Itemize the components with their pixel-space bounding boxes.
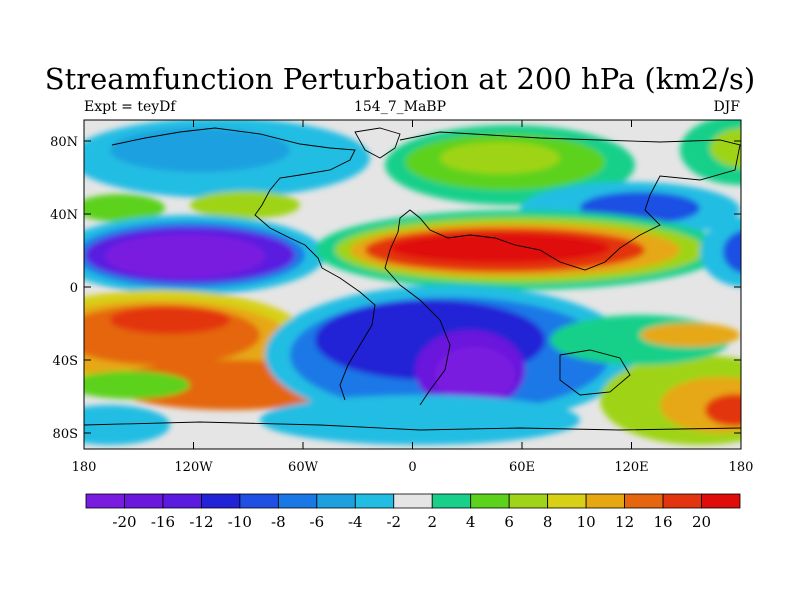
lat-tick-label: 80S (53, 427, 78, 442)
colorbar-swatch (508, 493, 549, 509)
colorbar-swatch (585, 493, 625, 509)
colorbar-label: -4 (348, 513, 363, 531)
colorbar-label: 12 (615, 513, 634, 531)
colorbar-swatch (701, 493, 741, 509)
case-label: 154_7_MaBP (353, 99, 447, 115)
colorbar-swatch (85, 493, 125, 509)
contour-arctic-low-inner (110, 128, 290, 172)
colorbar-swatch (662, 493, 702, 509)
contour-na-high-3 (440, 142, 560, 174)
colorbar-swatch (316, 493, 356, 509)
contour-ea-high-2 (710, 128, 741, 168)
colorbar-swatch (201, 493, 241, 509)
lon-tick-label: 0 (408, 460, 416, 475)
colorbar-swatch (431, 493, 472, 509)
colorbar-swatch (354, 493, 395, 509)
lon-tick-label: 60E (509, 460, 535, 475)
coastline-antarctica (84, 421, 741, 431)
lon-tick-label: 180 (72, 460, 97, 475)
colorbar-swatch (393, 493, 433, 509)
colorbar-label: 2 (427, 513, 437, 531)
colorbar-label: 20 (692, 513, 711, 531)
contour-field (84, 120, 741, 445)
colorbar-swatch (162, 493, 202, 509)
experiment-label: Expt = teyDf (84, 99, 176, 115)
lat-tick-label: 80N (50, 135, 78, 150)
colorbar-swatch (547, 493, 587, 509)
lon-tick-label: 180 (729, 460, 754, 475)
colorbar-label: 6 (504, 513, 514, 531)
colorbar-label: 4 (466, 513, 476, 531)
colorbar-swatch (124, 493, 164, 509)
contour-south-low-1 (84, 405, 170, 445)
coastline-greenland (354, 127, 401, 159)
lon-tick-label: 120E (614, 460, 648, 475)
colorbar-label: -2 (386, 513, 401, 531)
contour-mid-high-1 (84, 194, 165, 222)
coastline-africa (384, 231, 451, 406)
colorbar-label: -6 (310, 513, 325, 531)
coastline-south-america (321, 267, 376, 401)
lon-tick-label: 120W (174, 460, 213, 475)
contour-epl-2 (723, 230, 741, 274)
colorbar-swatch (239, 493, 279, 509)
plot-area (83, 119, 742, 450)
coastlines (84, 127, 741, 431)
lat-tick-label: 40N (50, 208, 78, 223)
colorbar-label: -12 (189, 513, 213, 531)
contour-south-low-2 (260, 395, 580, 445)
contour-soh-3 (705, 394, 741, 426)
contour-sio-orange (640, 323, 740, 347)
lat-tick-label: 0 (70, 281, 78, 296)
lat-tick-label: 40S (53, 354, 78, 369)
contour-mid-high-2 (190, 191, 300, 219)
colorbar-label: 16 (654, 513, 673, 531)
coastline-north-america (111, 127, 356, 269)
colorbar-label: 10 (577, 513, 596, 531)
contour-iol-5 (435, 347, 515, 403)
colorbar-label: -16 (151, 513, 175, 531)
colorbar-label: -20 (112, 513, 136, 531)
season-label: DJF (713, 99, 740, 115)
contour-pnl-4 (105, 234, 265, 278)
lon-tick-label: 60W (288, 460, 319, 475)
contour-epl-1 (700, 217, 741, 287)
chart-title: Streamfunction Perturbation at 200 hPa (… (44, 62, 756, 96)
coastline-eurasia (397, 131, 741, 271)
map-axes: 80N 40N 0 40S 80S 180 120W 60W 0 60E 120E 180 (50, 120, 753, 475)
colorbar-swatch (470, 493, 510, 509)
colorbar-swatch (624, 493, 664, 509)
colorbar: -20 -16 -12 -10 -8 -6 -4 -2 2 4 6 8 10 12 16 20 (85, 493, 741, 531)
colorbar-label: -10 (228, 513, 252, 531)
coastline-australia (559, 349, 631, 396)
contour-sph-green (84, 371, 190, 399)
colorbar-label: -8 (271, 513, 286, 531)
colorbar-swatch (277, 493, 318, 509)
contour-aah-5 (390, 233, 610, 263)
contour-sph-4 (110, 306, 230, 334)
colorbar-label: 8 (543, 513, 553, 531)
